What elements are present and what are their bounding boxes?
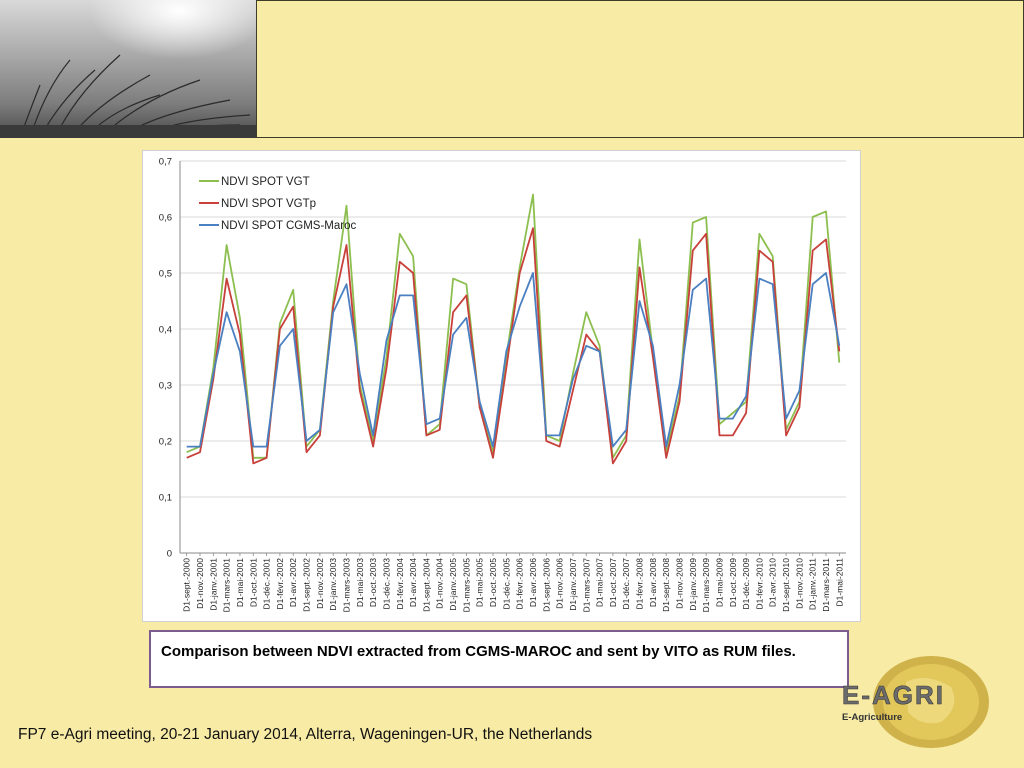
y-tick-label: 0,7 bbox=[159, 157, 172, 168]
x-tick-label: D1-mai-2009 bbox=[714, 558, 724, 607]
legend-label: NDVI SPOT VGTp bbox=[221, 198, 316, 210]
x-tick-label: D1-déc.-2009 bbox=[741, 558, 751, 610]
y-tick-label: 0,1 bbox=[159, 493, 172, 504]
x-tick-label: D1-janv.-2001 bbox=[208, 558, 218, 611]
x-tick-label: D1-nov.-2000 bbox=[195, 558, 205, 609]
series-line-1 bbox=[186, 193, 841, 459]
series-line-2 bbox=[186, 227, 841, 465]
y-tick-label: 0,2 bbox=[159, 437, 172, 448]
x-tick-label: D1-janv.-2009 bbox=[688, 558, 698, 611]
x-tick-label: D1-déc.-2005 bbox=[501, 558, 511, 610]
x-tick-label: D1-avr.-2004 bbox=[408, 558, 418, 607]
legend-label: NDVI SPOT VGT bbox=[221, 176, 310, 188]
x-tick-label: D1-nov.-2010 bbox=[794, 558, 804, 609]
y-tick-label: 0 bbox=[167, 549, 172, 560]
x-tick-label: D1-févr.-2004 bbox=[395, 558, 405, 610]
axes: 00,10,20,30,40,50,60,7D1-sept.-2000 D1-no… bbox=[159, 157, 846, 613]
x-tick-label: D1-nov.-2008 bbox=[675, 558, 685, 609]
series-lines bbox=[186, 193, 841, 465]
x-tick-label: D1-sept.-2006 bbox=[541, 558, 551, 612]
x-tick-label: D1-mai-2007 bbox=[595, 558, 605, 607]
x-tick-label: D1-déc.-2003 bbox=[381, 558, 391, 610]
field-grass-image bbox=[0, 0, 256, 138]
x-tick-label: D1-mai-2001 bbox=[235, 558, 245, 607]
x-tick-label: D1-oct.-2001 bbox=[248, 558, 258, 607]
footer-text: FP7 e-Agri meeting, 20-21 January 2014, … bbox=[18, 726, 593, 743]
y-tick-label: 0,6 bbox=[159, 213, 172, 224]
x-tick-label: D1-mars-2007 bbox=[581, 558, 591, 613]
x-tick-label: D1-avr.-2002 bbox=[288, 558, 298, 607]
x-tick-label: D1-avr.-2010 bbox=[768, 558, 778, 607]
x-tick-label: D1-mars-2011 bbox=[821, 558, 831, 612]
x-tick-label: D1-mars-2005 bbox=[461, 558, 471, 613]
x-tick-label: D1-nov.-2002 bbox=[315, 558, 325, 609]
x-tick-label: D1-févr.-2010 bbox=[754, 558, 764, 610]
x-tick-label: D1-sept.-2010 bbox=[781, 558, 791, 612]
x-tick-label: D1-oct.-2007 bbox=[608, 558, 618, 607]
x-tick-label: D1-oct.-2005 bbox=[488, 558, 498, 607]
x-tick-label: D1-mai-2005 bbox=[475, 558, 485, 607]
x-tick-label: D1-févr.-2008 bbox=[635, 558, 645, 610]
x-tick-label: D1-nov.-2006 bbox=[555, 558, 565, 609]
e-agri-logo-emblem: E-AGRI E-Agriculture bbox=[842, 656, 989, 748]
legend: NDVI SPOT VGT NDVI SPOT VGTp NDVI SPOT CGM… bbox=[199, 176, 356, 232]
y-tick-label: 0,4 bbox=[159, 325, 172, 336]
x-tick-label: D1-sept.-2000 bbox=[182, 558, 192, 612]
x-tick-label: D1-sept.-2002 bbox=[302, 558, 312, 612]
e-agri-logo: E-AGRI E-Agriculture bbox=[836, 652, 996, 752]
x-tick-label: D1-mai-2011 bbox=[834, 558, 844, 607]
x-tick-label: D1-déc.-2007 bbox=[621, 558, 631, 610]
series-line-3 bbox=[186, 272, 841, 448]
y-tick-label: 0,3 bbox=[159, 381, 172, 392]
x-tick-label: D1-mai-2003 bbox=[355, 558, 365, 607]
x-tick-label: D1-janv.-2005 bbox=[448, 558, 458, 611]
x-tick-label: D1-mars-2009 bbox=[701, 558, 711, 613]
x-tick-label: D1-janv.-2007 bbox=[568, 558, 578, 611]
x-tick-label: D1-févr.-2002 bbox=[275, 558, 285, 610]
x-tick-label: D1-févr.-2006 bbox=[515, 558, 525, 610]
x-tick-label: D1-mars-2003 bbox=[342, 558, 352, 613]
y-tick-label: 0,5 bbox=[159, 269, 172, 280]
x-tick-label: D1-avr.-2006 bbox=[528, 558, 538, 607]
x-tick-label: D1-janv.-2003 bbox=[328, 558, 338, 611]
x-tick-label: D1-nov.-2004 bbox=[435, 558, 445, 609]
x-tick-label: D1-déc.-2001 bbox=[262, 558, 272, 610]
banner-photo bbox=[0, 0, 256, 138]
logo-subtitle: E-Agriculture bbox=[842, 712, 902, 723]
caption-box: Comparison between NDVI extracted from C… bbox=[149, 630, 849, 688]
logo-title: E-AGRI bbox=[842, 680, 945, 710]
x-tick-label: D1-sept.-2004 bbox=[421, 558, 431, 612]
x-tick-label: D1-mars-2001 bbox=[222, 558, 232, 613]
x-tick-label: D1-janv.-2011 bbox=[808, 558, 818, 610]
x-tick-label: D1-oct.-2009 bbox=[728, 558, 738, 607]
legend-label: NDVI SPOT CGMS-Maroc bbox=[221, 220, 356, 232]
title-banner-box bbox=[256, 0, 1024, 138]
x-tick-label: D1-avr.-2008 bbox=[648, 558, 658, 607]
x-tick-label: D1-sept.-2008 bbox=[661, 558, 671, 612]
caption-text: Comparison between NDVI extracted from C… bbox=[161, 643, 796, 660]
ndvi-chart: 0 0,1 0,2 0,3 0,4 0,5 0,6 0,7 D1-sept.-2000 D1-no… bbox=[142, 150, 861, 622]
ndvi-chart-svg: 00,10,20,30,40,50,60,7D1-sept.-2000 D1-no… bbox=[159, 157, 846, 613]
x-tick-label: D1-oct.-2003 bbox=[368, 558, 378, 607]
